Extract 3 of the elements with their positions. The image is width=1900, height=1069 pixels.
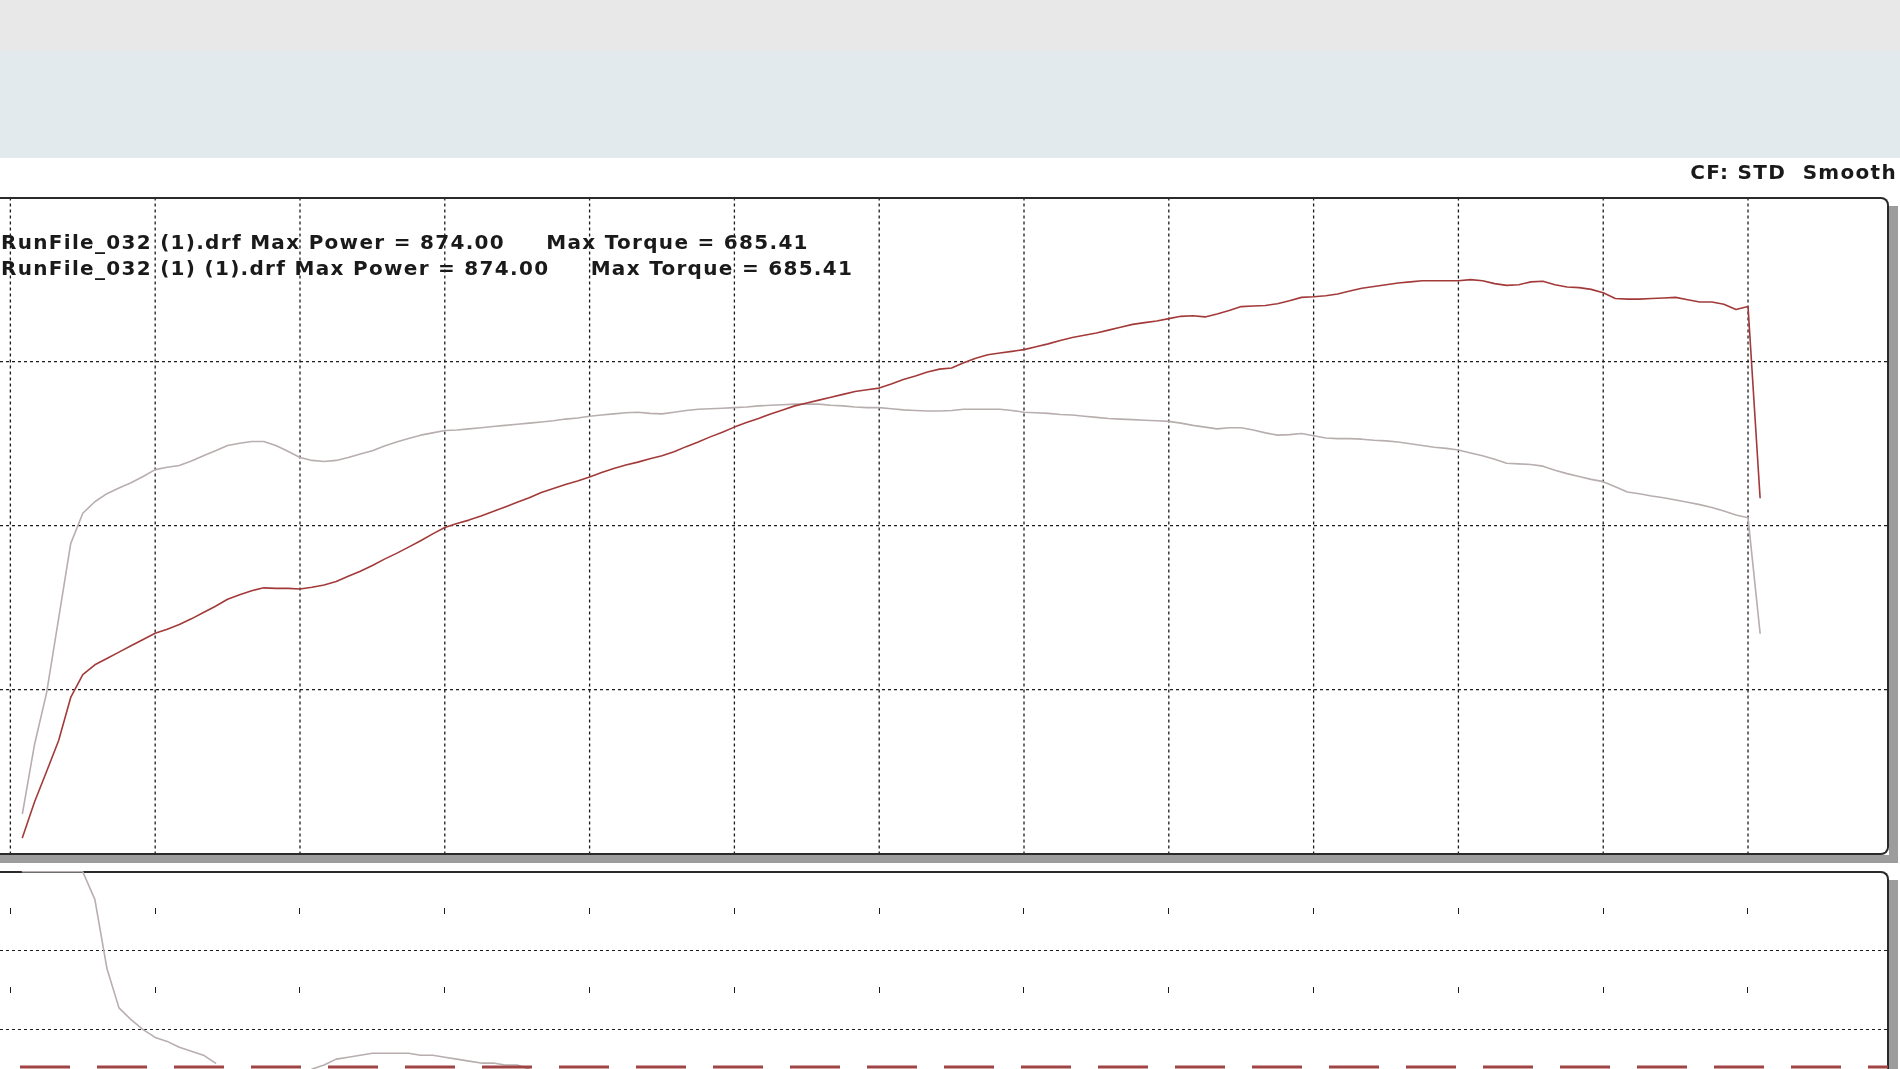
text: RunFile_032 (1).drf Max Power = 874.00 Max Torque = 685.41 <box>1 230 809 254</box>
text: CF: STD Smooth <box>1690 160 1897 184</box>
annotation: RunFile_032 (1) (1).drf Max Power = 874.00 Max Torque = 685.41 <box>1 256 854 280</box>
